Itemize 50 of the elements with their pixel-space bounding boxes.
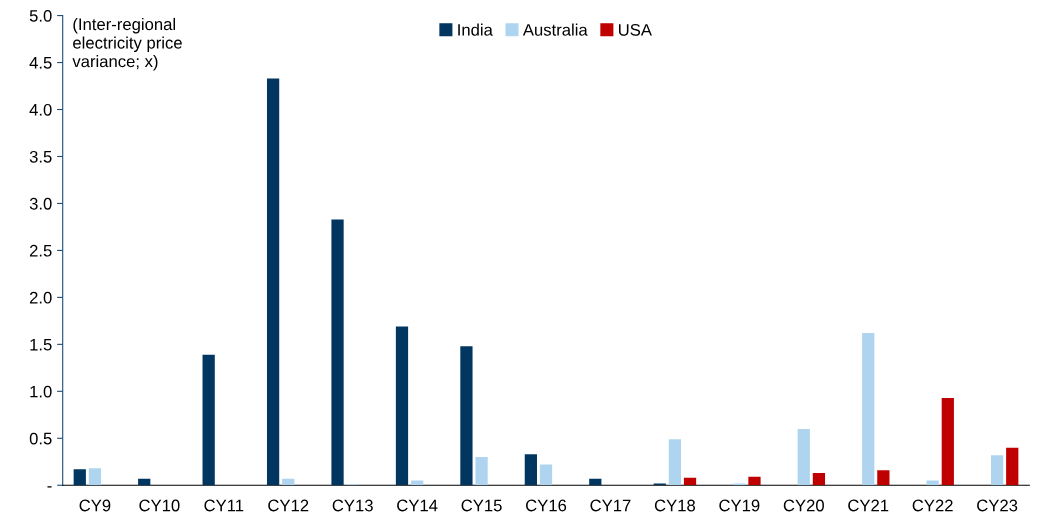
bar [862, 333, 875, 486]
x-tick-label: CY10 [139, 499, 180, 512]
x-tick-label: CY18 [654, 499, 696, 512]
y-tick-label: 5.0 [29, 9, 52, 22]
y-tick-label: 3.0 [29, 197, 52, 210]
y-tick-label: 4.5 [29, 57, 52, 69]
bar [941, 397, 954, 486]
x-tick-label: CY17 [590, 499, 631, 512]
x-tick-label: CY9 [79, 499, 111, 512]
y-tick-label: 2.0 [29, 291, 52, 304]
bar [524, 454, 537, 486]
bar [73, 469, 86, 486]
bar [88, 468, 102, 486]
x-tick-label: CY19 [719, 499, 760, 512]
legend-label: India [458, 23, 493, 36]
annotation: (Inter-regional electricity price variance; x) [72, 17, 182, 71]
y-tick-label: 3.5 [29, 150, 52, 163]
bar [683, 477, 697, 486]
bar [539, 464, 553, 486]
bar [331, 219, 344, 486]
legend-label: Australia [522, 23, 588, 36]
bar [990, 455, 1004, 486]
y-tick-label: - [47, 486, 52, 488]
bar [1006, 447, 1019, 486]
bar [877, 470, 890, 486]
bar [668, 439, 682, 486]
x-tick-label: CY23 [977, 499, 1018, 512]
bar [460, 346, 473, 486]
bar [202, 354, 215, 486]
x-tick-label: CY14 [397, 499, 438, 512]
y-tick-label: 1.5 [30, 338, 52, 351]
x-tick-label: CY15 [461, 499, 502, 512]
bar [266, 78, 280, 486]
x-tick-label: CY22 [912, 499, 953, 512]
x-tick-label: CY11 [204, 499, 244, 512]
bar [395, 326, 409, 486]
x-tick-label: CY20 [783, 499, 824, 512]
y-tick-label: 2.5 [29, 244, 52, 257]
y-tick-label: 4.0 [29, 103, 52, 116]
x-tick-label: CY12 [268, 499, 309, 512]
x-tick-label: CY21 [848, 499, 889, 512]
bar [475, 457, 488, 486]
x-tick-label: CY16 [526, 499, 567, 512]
bar [797, 428, 810, 486]
x-tick-label: CY13 [332, 499, 373, 512]
legend-label: USA [618, 23, 652, 36]
y-tick-label: 1.0 [30, 385, 52, 398]
bar [812, 473, 826, 486]
bar [748, 476, 761, 486]
y-tick-label: 0.5 [29, 432, 52, 445]
